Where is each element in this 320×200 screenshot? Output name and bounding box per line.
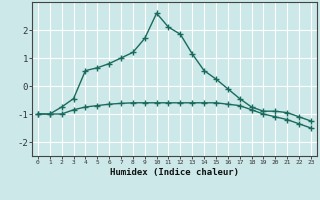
X-axis label: Humidex (Indice chaleur): Humidex (Indice chaleur) <box>110 168 239 177</box>
